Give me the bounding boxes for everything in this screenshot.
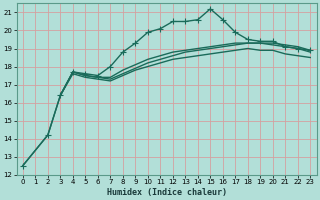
X-axis label: Humidex (Indice chaleur): Humidex (Indice chaleur) <box>107 188 227 197</box>
